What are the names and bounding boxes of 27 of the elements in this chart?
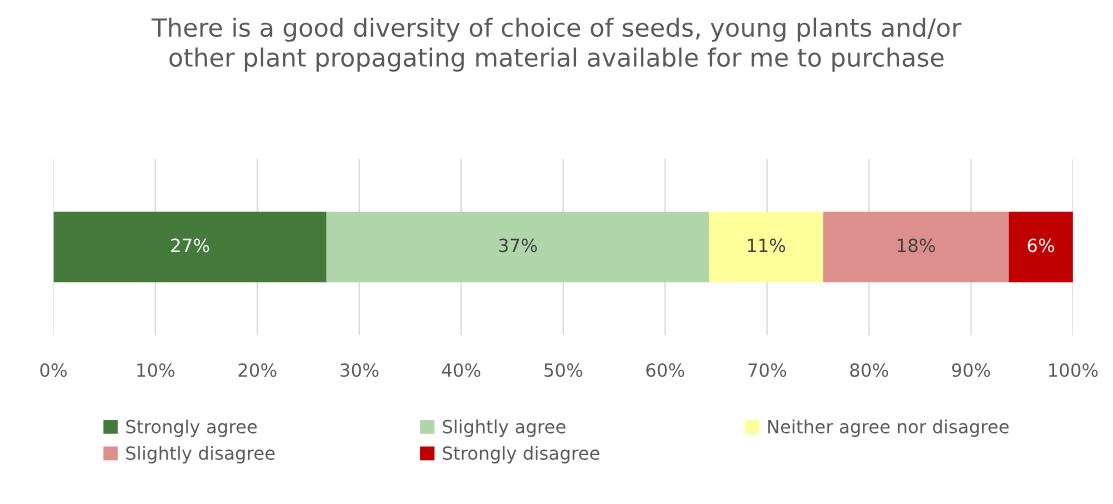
x-tick-label: 0% xyxy=(40,363,67,377)
legend-label: Slightly agree xyxy=(442,419,566,437)
data-label: 18% xyxy=(897,238,935,253)
x-tick-label: 10% xyxy=(137,363,175,377)
x-tick-label: 40% xyxy=(442,363,481,377)
bar xyxy=(823,211,1009,283)
x-tick-label: 60% xyxy=(646,363,685,377)
x-tick-label: 30% xyxy=(340,363,379,377)
bar xyxy=(708,211,824,283)
data-label: 37% xyxy=(499,238,537,253)
x-tick-label: 70% xyxy=(748,363,787,377)
bar xyxy=(53,211,327,283)
x-tick-label: 20% xyxy=(238,363,277,377)
legend-label: Neither agree nor disagree xyxy=(768,419,1009,437)
bar xyxy=(326,211,709,283)
legend-label: Strongly agree xyxy=(126,419,257,437)
x-tick-label: 90% xyxy=(952,363,991,377)
data-label: 27% xyxy=(171,238,210,253)
x-tick-label: 100% xyxy=(1049,363,1098,377)
x-tick-label: 80% xyxy=(850,363,889,377)
data-label: 11% xyxy=(747,238,786,253)
legend-label: Strongly disagree xyxy=(442,445,600,464)
x-tick-label: 50% xyxy=(544,363,583,377)
bar xyxy=(1008,211,1073,283)
data-label: 6% xyxy=(1027,238,1055,253)
chart-title: There is a good diversity of choice of seeds, young plants and/or other plant propagating material available for me to purchase xyxy=(151,17,962,72)
legend-label: Slightly disagree xyxy=(126,445,275,464)
